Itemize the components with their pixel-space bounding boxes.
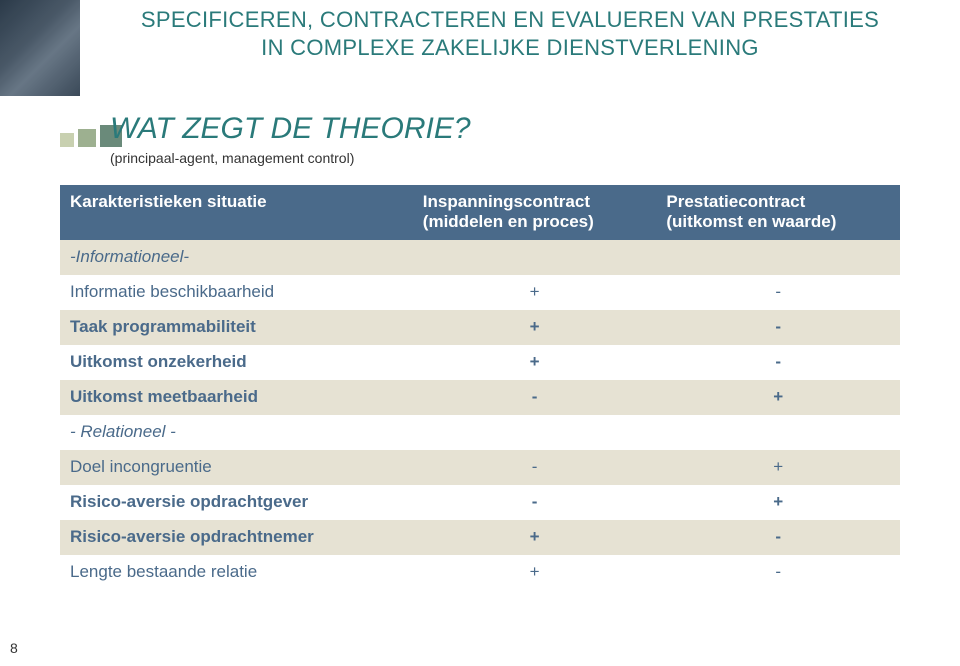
row-v2: - [656,555,900,590]
row-v1: + [413,310,657,345]
row-label: Uitkomst meetbaarheid [60,380,413,415]
table-row: Lengte bestaande relatie+- [60,555,900,590]
row-label: Informatie beschikbaarheid [60,275,413,310]
row-label: -Informationeel- [60,240,413,275]
head-col3b: (uitkomst en waarde) [666,212,890,232]
row-v2: - [656,345,900,380]
row-v2: - [656,520,900,555]
subtitle: (principaal-agent, management control) [110,150,354,166]
page-number: 8 [10,640,18,656]
table-head-row: Karakteristieken situatie Inspanningscon… [60,185,900,240]
row-v1: + [413,275,657,310]
row-label: Uitkomst onzekerheid [60,345,413,380]
row-v2 [656,415,900,450]
row-label: Doel incongruentie [60,450,413,485]
table-row: Uitkomst meetbaarheid-+ [60,380,900,415]
head-col2: Inspanningscontract (middelen en proces) [413,185,657,240]
slide-title-line2: IN COMPLEXE ZAKELIJKE DIENSTVERLENING [261,35,759,60]
head-col3a: Prestatiecontract [666,192,890,212]
row-label: - Relationeel - [60,415,413,450]
theory-table: Karakteristieken situatie Inspanningscon… [60,185,900,590]
row-v1 [413,240,657,275]
slide-title: SPECIFICEREN, CONTRACTEREN EN EVALUEREN … [100,6,920,62]
row-v2: - [656,275,900,310]
head-col3: Prestatiecontract (uitkomst en waarde) [656,185,900,240]
table-row: Risico-aversie opdrachtgever-+ [60,485,900,520]
row-v1: - [413,485,657,520]
row-v2: + [656,380,900,415]
row-label: Taak programmabiliteit [60,310,413,345]
table-row: -Informationeel- [60,240,900,275]
row-v2: - [656,310,900,345]
row-v1: + [413,555,657,590]
row-v2: + [656,485,900,520]
row-label: Lengte bestaande relatie [60,555,413,590]
table-row: Taak programmabiliteit+- [60,310,900,345]
head-col2b: (middelen en proces) [423,212,647,232]
head-col1: Karakteristieken situatie [60,185,413,240]
table-row: Informatie beschikbaarheid+- [60,275,900,310]
head-col2a: Inspanningscontract [423,192,647,212]
table-row: Uitkomst onzekerheid+- [60,345,900,380]
row-label: Risico-aversie opdrachtnemer [60,520,413,555]
table-row: Risico-aversie opdrachtnemer+- [60,520,900,555]
section-title: WAT ZEGT DE THEORIE? [110,112,471,146]
row-v1: - [413,450,657,485]
row-label: Risico-aversie opdrachtgever [60,485,413,520]
statue-thumbnail [0,0,80,96]
row-v1 [413,415,657,450]
row-v2: + [656,450,900,485]
table-body: -Informationeel-Informatie beschikbaarhe… [60,240,900,590]
sq-icon [60,133,74,147]
sq-icon [78,129,96,147]
row-v2 [656,240,900,275]
row-v1: + [413,520,657,555]
table-row: Doel incongruentie-+ [60,450,900,485]
slide-title-line1: SPECIFICEREN, CONTRACTEREN EN EVALUEREN … [141,7,879,32]
table-row: - Relationeel - [60,415,900,450]
row-v1: - [413,380,657,415]
row-v1: + [413,345,657,380]
